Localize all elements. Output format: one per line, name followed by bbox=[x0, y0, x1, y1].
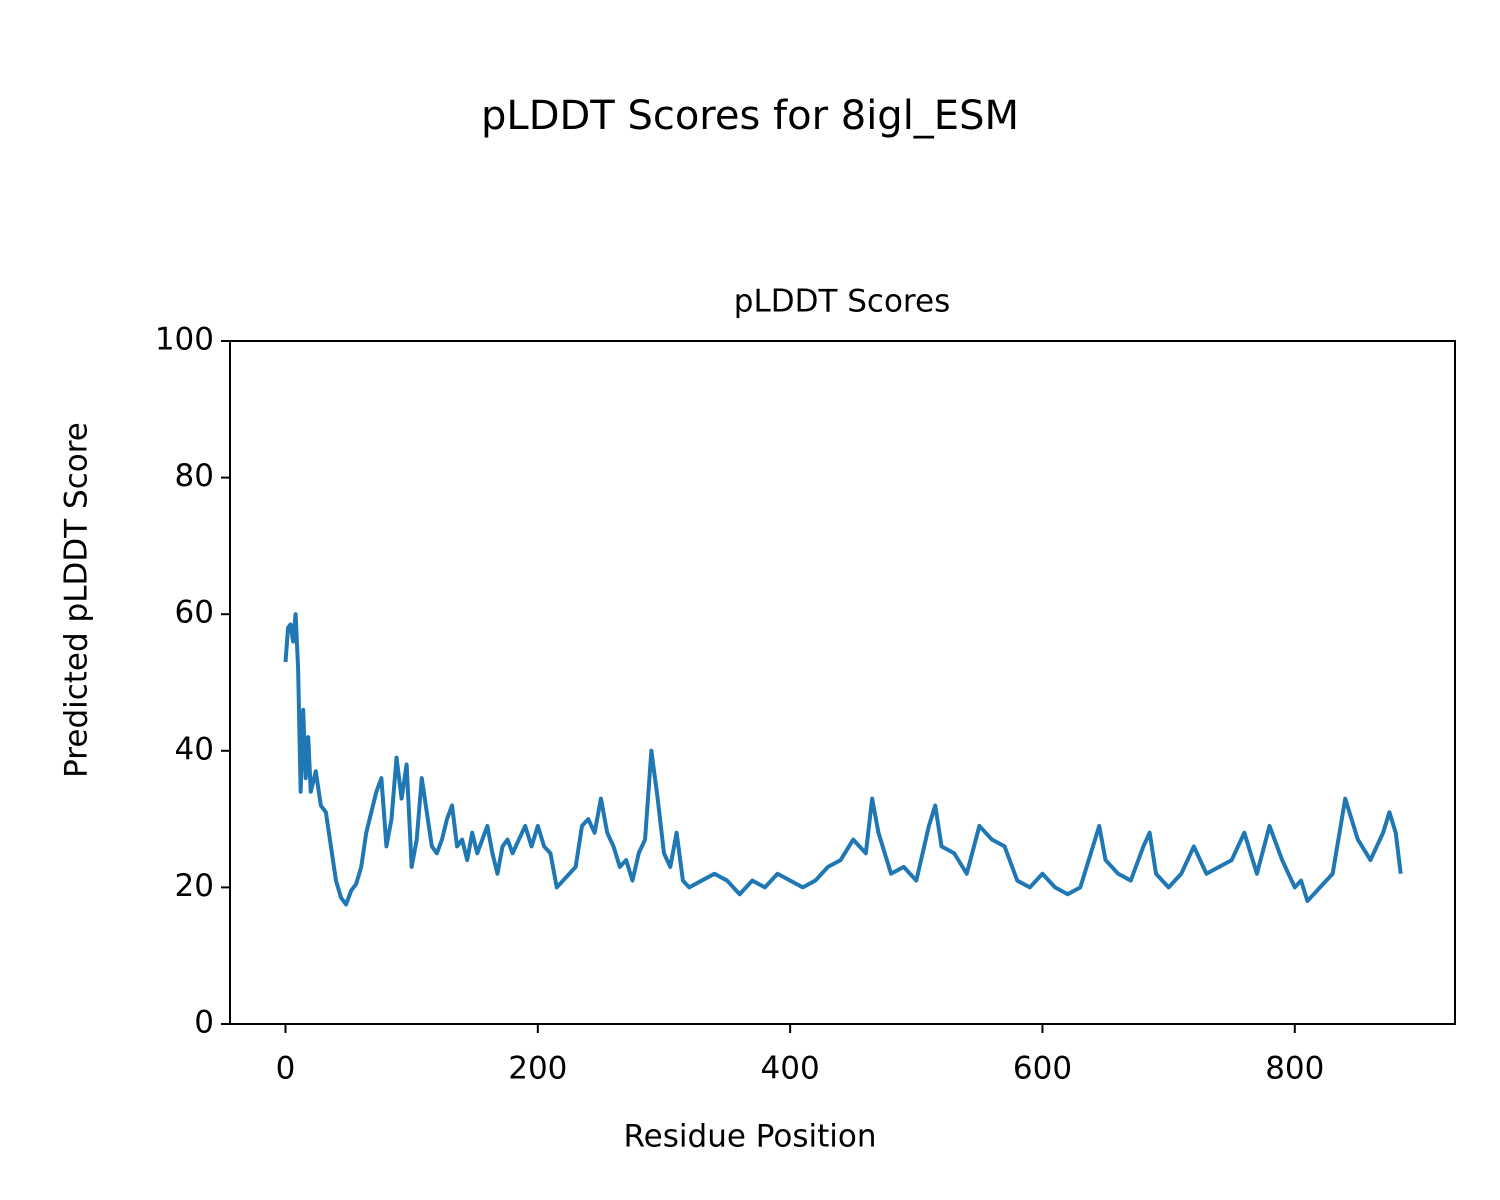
x-tick-label: 200 bbox=[508, 1051, 567, 1087]
plot-frame bbox=[229, 340, 1456, 1025]
x-axis-label: Residue Position bbox=[624, 1119, 877, 1155]
suptitle: pLDDT Scores for 8igl_ESM bbox=[481, 93, 1019, 139]
y-tick-label: 60 bbox=[175, 595, 214, 631]
x-tick-label: 400 bbox=[761, 1051, 820, 1087]
y-tick-label: 80 bbox=[175, 458, 214, 494]
y-tick-label: 40 bbox=[175, 731, 214, 767]
y-tick-label: 20 bbox=[175, 868, 214, 904]
data-line bbox=[283, 612, 1403, 907]
y-axis-label: Predicted pLDDT Score bbox=[59, 422, 95, 778]
chart-title: pLDDT Scores bbox=[734, 284, 950, 320]
x-tick-label: 0 bbox=[276, 1051, 296, 1087]
x-tick-label: 600 bbox=[1013, 1051, 1072, 1087]
y-tick-label: 100 bbox=[155, 322, 214, 358]
x-tick-label: 800 bbox=[1265, 1051, 1324, 1087]
y-tick-label: 0 bbox=[194, 1005, 214, 1041]
